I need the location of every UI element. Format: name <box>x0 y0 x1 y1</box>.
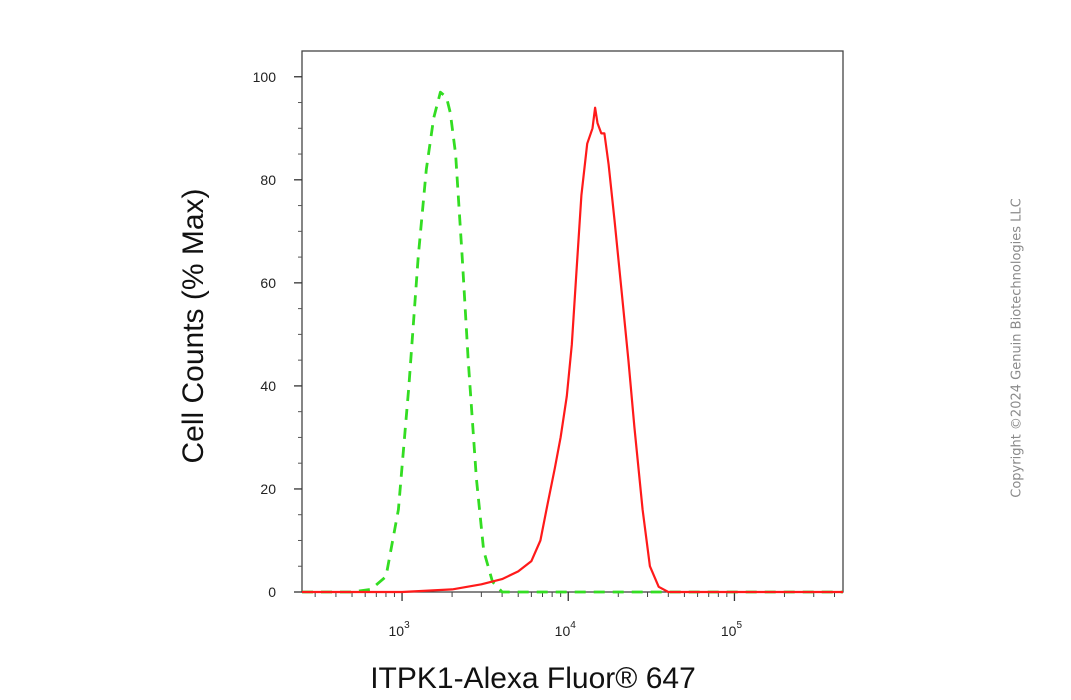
y-tick-label: 80 <box>260 172 276 188</box>
x-tick-base: 10 <box>388 623 404 639</box>
x-tick-label: 104 <box>555 620 577 639</box>
x-axis-title: ITPK1-Alexa Fluor® 647 <box>370 662 696 695</box>
y-tick-label: 40 <box>260 378 276 394</box>
y-tick-label: 100 <box>253 69 277 85</box>
y-axis-title: Cell Counts (% Max) <box>177 188 210 463</box>
x-tick-base: 10 <box>721 623 737 639</box>
x-tick-base: 10 <box>555 623 571 639</box>
series-group <box>302 90 843 594</box>
x-tick-exponent: 4 <box>570 620 576 631</box>
y-tick-label: 60 <box>260 275 276 291</box>
y-tick-label: 20 <box>260 481 276 497</box>
x-tick-label: 103 <box>388 620 410 639</box>
x-tick-exponent: 3 <box>404 620 410 631</box>
copyright-watermark: Copyright ©2024 Genuin Biotechnologies L… <box>1009 198 1025 498</box>
y-tick-label: 0 <box>268 584 276 600</box>
series-line-dashed <box>302 90 843 594</box>
series-line-solid <box>302 106 843 594</box>
x-tick-exponent: 5 <box>736 620 742 631</box>
y-axis-ticks: 0 20 40 60 80 100 <box>253 69 302 600</box>
plot-frame <box>301 50 844 593</box>
x-tick-label: 105 <box>721 620 743 639</box>
x-axis-ticks: 103 104 105 <box>388 592 742 639</box>
